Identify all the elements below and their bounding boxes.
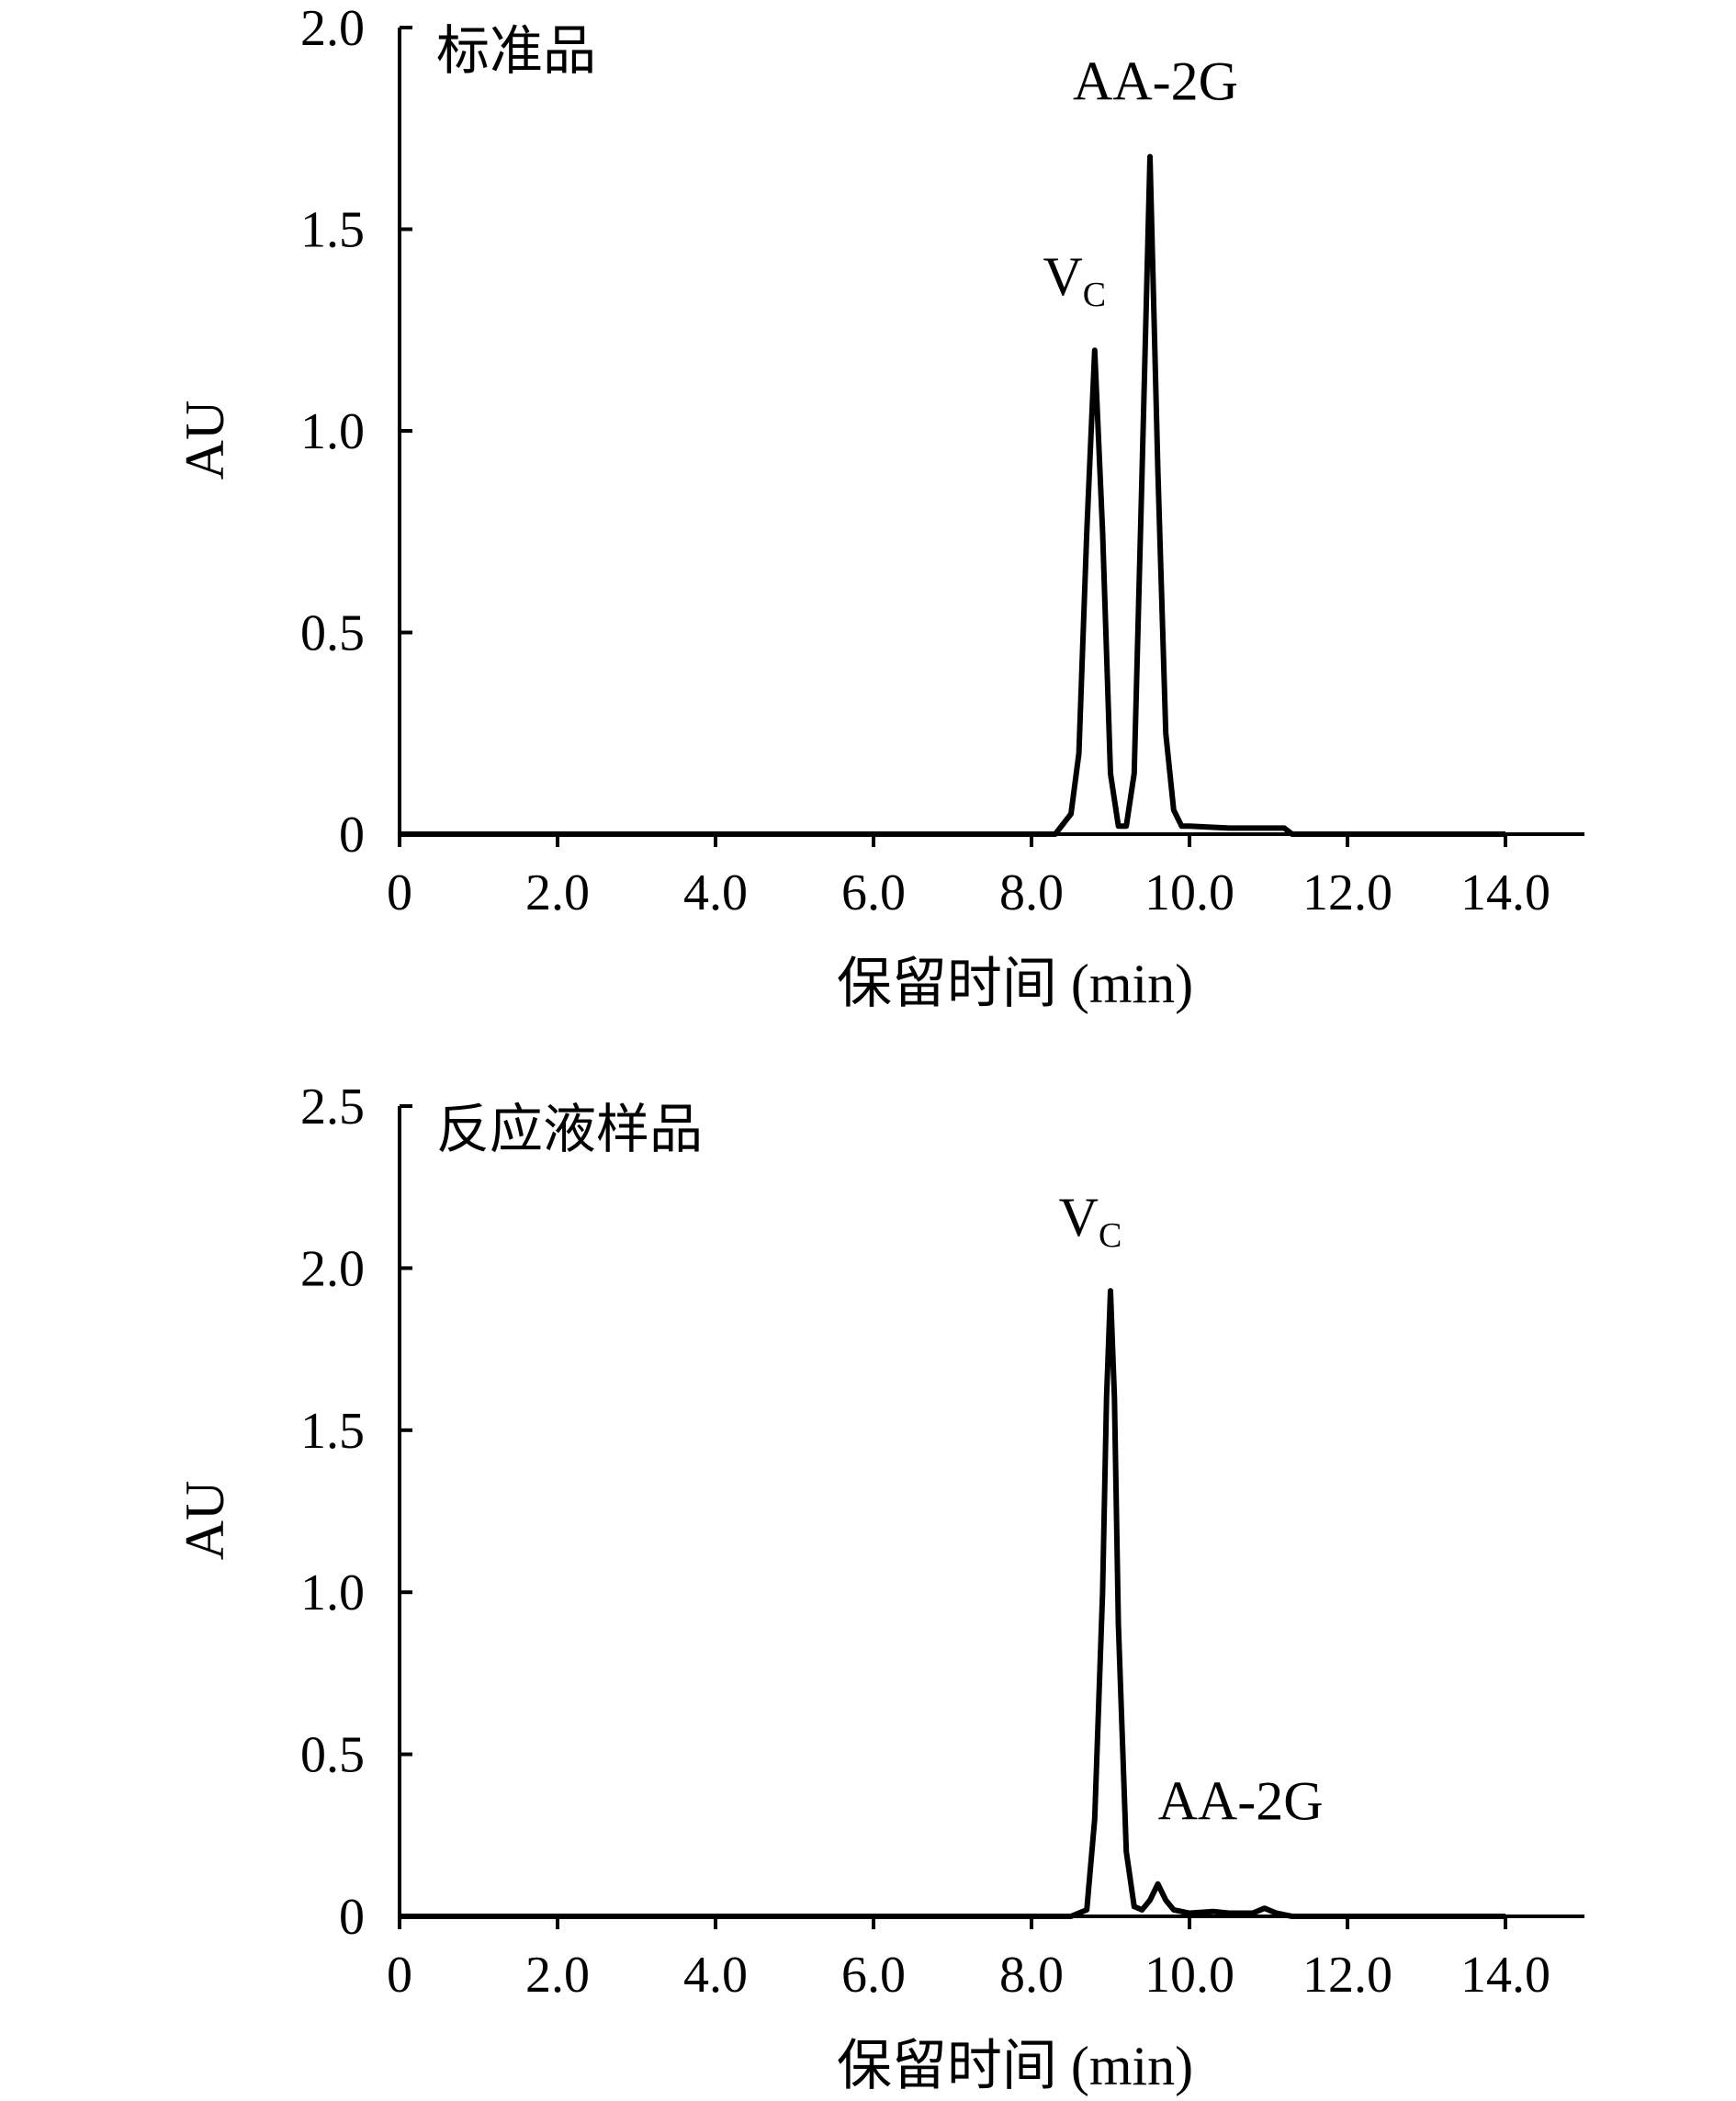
x-tick-label: 12.0 (1302, 864, 1392, 921)
x-tick-label: 2.0 (525, 864, 590, 921)
chart-panel-reaction-sample: 0 0.5 1.0 1.5 2.0 2.5 0 2.0 4.0 6.0 8.0 10.0 12.0 14.… (175, 1079, 1584, 2096)
panel-title: 反应液样品 (436, 1100, 703, 1159)
peak-label-text: V (1059, 1187, 1099, 1248)
peak-label-text: AA-2G (1158, 1771, 1324, 1832)
x-tick-label: 10.0 (1144, 864, 1234, 921)
x-tick-label: 14.0 (1460, 864, 1550, 921)
x-tick-label: 14.0 (1460, 1947, 1550, 2004)
x-axis-title: 保留时间 (min) (837, 954, 1193, 1014)
x-tick-label: 2.0 (525, 1947, 590, 2004)
x-tick-label: 8.0 (999, 864, 1064, 921)
peak-label-subscript: C (1083, 276, 1106, 314)
y-tick-label: 0 (339, 807, 365, 864)
y-tick-label: 0 (339, 1889, 365, 1946)
peak-label-vc: VC (1059, 1187, 1122, 1255)
y-axis-title: AU (175, 401, 235, 480)
x-tick-label: 4.0 (683, 1947, 748, 2004)
chart-panel-standard: 0 0.5 1.0 1.5 2.0 0 2.0 4.0 6.0 8.0 10.0 12.0 14.0 保留… (175, 0, 1584, 1014)
peak-label-aa2g: AA-2G (1073, 51, 1238, 111)
y-tick-label: 2.0 (300, 1240, 365, 1297)
chromatogram-trace (400, 153, 1505, 837)
peak-label-text: V (1043, 246, 1082, 307)
peak-label-aa2g: AA-2G (1158, 1771, 1324, 1832)
x-axis-title: 保留时间 (min) (837, 2036, 1193, 2096)
x-tick-label: 0 (387, 864, 412, 921)
chromatogram-trace (400, 1288, 1505, 1919)
y-tick-label: 2.5 (300, 1079, 365, 1135)
x-tick-label: 12.0 (1302, 1947, 1392, 2004)
x-tick-label: 0 (387, 1947, 412, 2004)
y-tick-label: 0.5 (300, 605, 365, 662)
x-tick-label: 6.0 (841, 1947, 906, 2004)
y-tick-label: 2.0 (300, 0, 365, 57)
peak-label-subscript: C (1099, 1216, 1122, 1255)
y-tick-label: 1.0 (300, 1564, 365, 1621)
peak-label-vc: VC (1043, 246, 1106, 314)
x-tick-label: 6.0 (841, 864, 906, 921)
panel-title: 标准品 (436, 21, 596, 81)
y-tick-label: 0.5 (300, 1727, 365, 1784)
x-tick-label: 4.0 (683, 864, 748, 921)
y-axis-title: AU (175, 1481, 235, 1561)
y-tick-label: 1.5 (300, 1403, 365, 1460)
x-tick-label: 8.0 (999, 1947, 1064, 2004)
x-tick-label: 10.0 (1144, 1947, 1234, 2004)
y-tick-label: 1.0 (300, 403, 365, 460)
peak-label-text: AA-2G (1073, 51, 1238, 111)
y-tick-label: 1.5 (300, 202, 365, 259)
